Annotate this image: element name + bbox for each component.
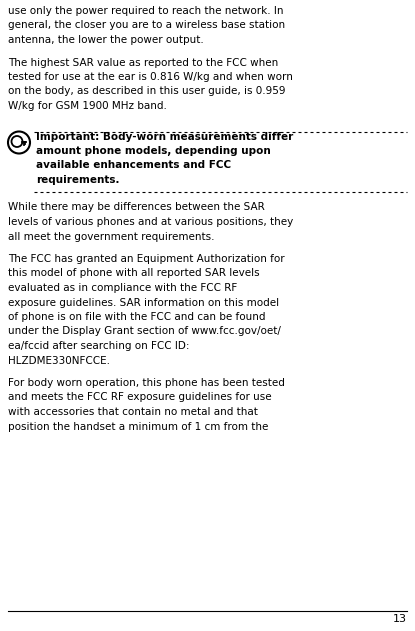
Text: The FCC has granted an Equipment Authorization for: The FCC has granted an Equipment Authori… [8,254,285,264]
Text: antenna, the lower the power output.: antenna, the lower the power output. [8,35,204,45]
Text: under the Display Grant section of www.fcc.gov/oet/: under the Display Grant section of www.f… [8,326,281,336]
Text: requirements.: requirements. [36,175,120,185]
Text: amount phone models, depending upon: amount phone models, depending upon [36,146,271,156]
Text: with accessories that contain no metal and that: with accessories that contain no metal a… [8,407,258,417]
Text: While there may be differences between the SAR: While there may be differences between t… [8,203,265,213]
Text: all meet the government requirements.: all meet the government requirements. [8,232,215,242]
Text: W/kg for GSM 1900 MHz band.: W/kg for GSM 1900 MHz band. [8,101,167,111]
Text: exposure guidelines. SAR information on this model: exposure guidelines. SAR information on … [8,297,279,307]
Text: 13: 13 [393,614,407,624]
Text: For body worn operation, this phone has been tested: For body worn operation, this phone has … [8,378,285,388]
Text: tested for use at the ear is 0.816 W/kg and when worn: tested for use at the ear is 0.816 W/kg … [8,72,293,82]
Text: levels of various phones and at various positions, they: levels of various phones and at various … [8,217,293,227]
Text: this model of phone with all reported SAR levels: this model of phone with all reported SA… [8,269,260,278]
Text: and meets the FCC RF exposure guidelines for use: and meets the FCC RF exposure guidelines… [8,392,272,403]
Text: use only the power required to reach the network. In: use only the power required to reach the… [8,6,283,16]
Text: HLZDME330NFCCE.: HLZDME330NFCCE. [8,355,110,365]
Text: available enhancements and FCC: available enhancements and FCC [36,160,231,170]
Text: The highest SAR value as reported to the FCC when: The highest SAR value as reported to the… [8,57,278,68]
Text: evaluated as in compliance with the FCC RF: evaluated as in compliance with the FCC … [8,283,237,293]
Text: ea/fccid after searching on FCC ID:: ea/fccid after searching on FCC ID: [8,341,190,351]
Text: general, the closer you are to a wireless base station: general, the closer you are to a wireles… [8,20,285,30]
Text: of phone is on file with the FCC and can be found: of phone is on file with the FCC and can… [8,312,266,322]
Text: Important: Body-worn measurements differ: Important: Body-worn measurements differ [36,131,293,141]
Text: position the handset a minimum of 1 cm from the: position the handset a minimum of 1 cm f… [8,422,269,432]
Text: on the body, as described in this user guide, is 0.959: on the body, as described in this user g… [8,86,286,97]
